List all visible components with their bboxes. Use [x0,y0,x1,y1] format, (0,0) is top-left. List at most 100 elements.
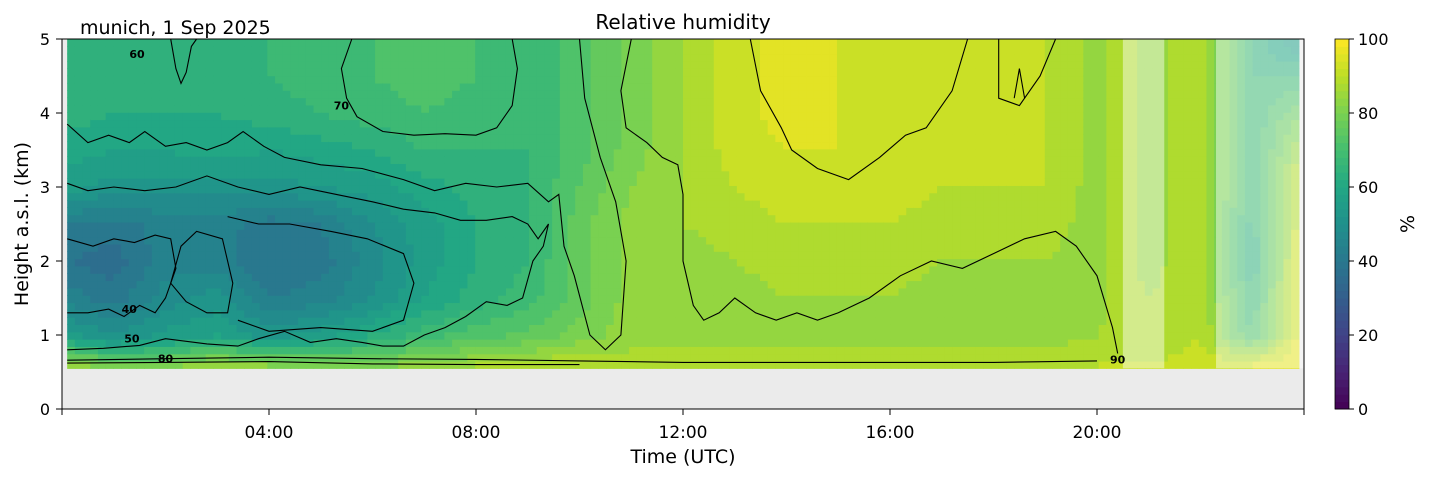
field-cell [413,302,422,311]
field-cell [690,68,699,77]
field-cell [151,309,161,318]
field-cell [305,199,315,208]
field-cell [860,148,869,157]
field-cell [382,221,392,230]
field-cell [282,60,292,69]
field-cell [806,229,815,238]
field-cell [282,185,292,194]
field-cell [475,229,484,238]
field-cell [498,46,507,55]
field-cell [836,148,846,157]
field-cell [467,170,476,179]
field-cell [275,178,284,186]
field-cell [690,126,699,135]
field-cell [90,258,99,267]
field-cell [913,134,923,143]
field-cell [328,163,338,172]
field-cell [467,258,476,267]
field-cell [883,214,892,223]
field-cell [683,353,692,362]
field-cell [459,265,469,274]
field-cell [575,126,584,135]
field-cell [844,60,853,69]
field-cell [721,163,730,172]
field-cell [598,156,607,164]
field-cell [275,82,284,91]
field-cell [213,360,222,369]
field-cell [790,82,800,91]
field-cell [259,265,268,274]
field-cell [267,134,276,143]
field-cell [783,287,792,296]
field-cell [159,134,168,143]
field-cell [806,60,815,69]
field-cell [367,97,376,106]
field-cell [544,258,553,267]
field-cell [159,214,168,223]
field-cell [544,251,553,260]
field-cell [675,126,684,135]
field-cell [313,185,322,194]
field-cell [505,192,515,201]
field-cell [806,324,815,333]
field-cell [667,221,676,230]
field-cell [282,104,292,113]
field-cell [683,112,692,121]
field-cell [798,287,807,296]
field-cell [290,156,299,164]
field-cell [606,163,615,172]
field-cell [413,39,422,47]
field-cell [174,156,184,164]
field-cell [821,309,830,318]
field-cell [767,141,776,150]
field-cell [390,148,399,157]
field-cell [821,360,830,369]
field-cell [729,273,738,282]
field-cell [598,317,607,325]
field-cell [883,53,892,62]
field-cell [644,148,653,157]
field-cell [159,112,168,121]
field-cell [783,243,792,252]
field-cell [536,192,546,201]
field-cell [706,265,715,274]
field-cell [736,82,746,91]
field-cell [829,221,838,230]
field-cell [251,82,261,91]
field-cell [167,126,176,135]
field-cell [675,324,684,333]
field-cell [683,97,692,106]
field-cell [190,207,199,216]
field-cell [490,287,499,296]
field-cell [713,302,723,311]
field-cell [875,302,884,311]
field-cell [729,229,738,238]
field-cell [536,141,546,150]
field-cell [644,119,653,128]
field-cell [775,353,784,362]
field-cell [860,39,869,47]
field-cell [567,317,576,325]
field-cell [860,163,869,172]
field-cell [121,317,130,325]
field-cell [729,39,738,47]
field-cell [798,199,807,208]
field-cell [736,141,746,150]
field-cell [582,148,592,157]
field-cell [382,360,392,369]
field-cell [513,353,522,362]
field-cell [275,324,284,333]
field-cell [744,265,753,274]
field-cell [544,324,553,333]
field-cell [213,170,222,179]
field-cell [613,170,623,179]
field-cell [351,339,361,347]
field-cell [282,265,292,274]
field-cell [436,265,445,274]
field-cell [198,360,207,369]
field-cell [582,75,592,84]
field-cell [852,178,861,186]
field-cell [382,236,392,245]
field-cell [198,141,207,150]
field-cell [144,148,153,157]
